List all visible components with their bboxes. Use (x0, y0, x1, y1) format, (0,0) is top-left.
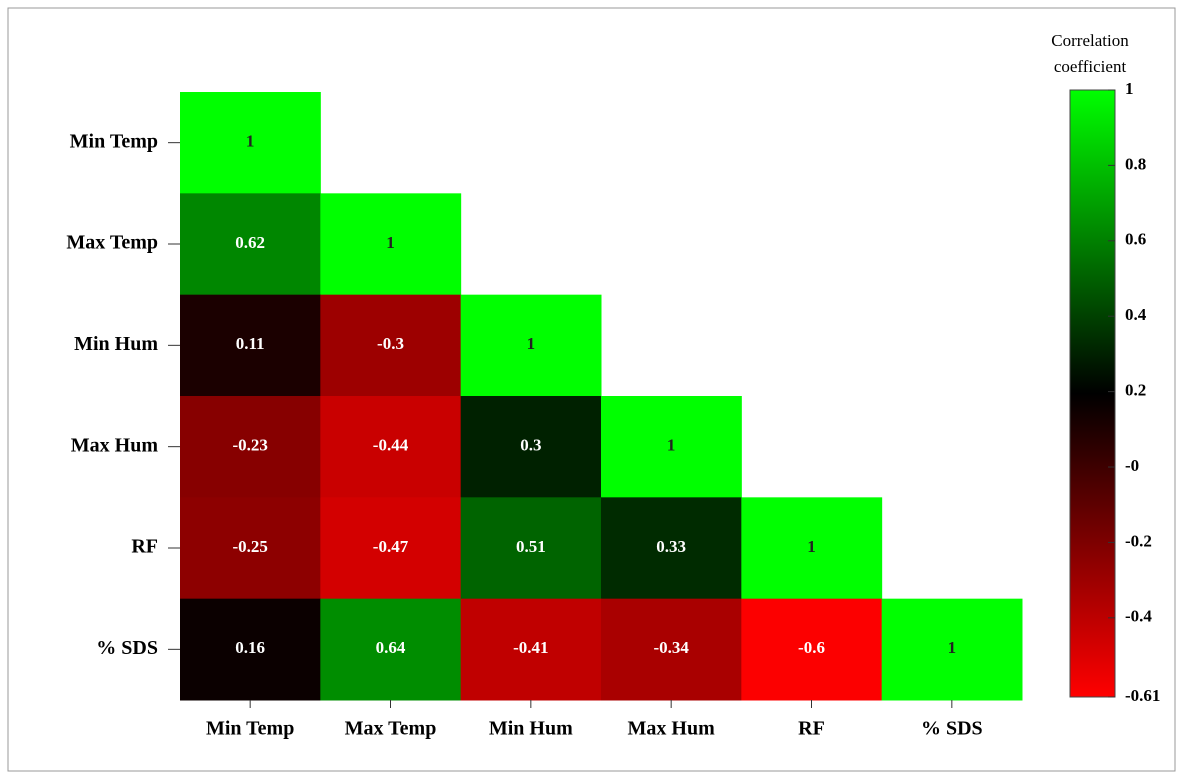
cell-label: 0.16 (235, 638, 265, 657)
cell-label: -0.47 (373, 537, 409, 556)
heatmap-cell (180, 497, 321, 600)
cell-label: -0.41 (513, 638, 548, 657)
cell-label: 0.51 (516, 537, 546, 556)
cell-label: 0.33 (656, 537, 686, 556)
column-label: % SDS (921, 718, 983, 740)
cell-label: 1 (386, 233, 395, 252)
heatmap-cell (320, 598, 462, 701)
cell-label: 1 (527, 334, 536, 353)
heatmap-cell (180, 193, 321, 296)
colorbar-tick-label: 0.6 (1125, 230, 1146, 249)
colorbar-tick-label: -0.2 (1125, 531, 1152, 550)
heatmap-cell (601, 497, 742, 600)
heatmap-cell (460, 294, 602, 397)
row-label: Min Hum (74, 333, 158, 355)
cell-label: -0.44 (373, 436, 409, 455)
heatmap-cell (180, 92, 321, 194)
heatmap-cell (460, 598, 602, 701)
heatmap-cell (601, 396, 742, 498)
cell-label: -0.3 (377, 334, 404, 353)
heatmap-cell (741, 598, 883, 701)
heatmap-cell (741, 497, 883, 600)
colorbar-tick-label: 0.8 (1125, 154, 1146, 173)
row-label: Min Temp (70, 130, 158, 152)
cell-label: 1 (948, 638, 957, 657)
heatmap-cell (320, 497, 462, 600)
heatmap-cell (320, 396, 462, 498)
colorbar-title: coefficient (1054, 57, 1127, 76)
heatmap-cell (180, 396, 321, 498)
cell-label: -0.6 (798, 638, 825, 657)
colorbar (1069, 89, 1116, 698)
column-label: Max Hum (628, 718, 716, 740)
heatmap-cell (460, 396, 602, 498)
row-label: Max Hum (71, 434, 159, 456)
heatmap-cell (320, 294, 462, 397)
heatmap-cell (180, 598, 321, 701)
colorbar-title: Correlation (1051, 31, 1129, 50)
cell-label: -0.34 (653, 638, 689, 657)
cell-label: 1 (246, 132, 255, 151)
cell-label: -0.25 (232, 537, 267, 556)
row-label: Max Temp (66, 232, 158, 254)
column-label: Min Temp (206, 718, 294, 740)
column-label: RF (798, 718, 825, 740)
colorbar-tick-label: -0.4 (1125, 607, 1152, 626)
column-label: Min Hum (489, 718, 573, 740)
column-label: Max Temp (345, 718, 437, 740)
row-label: RF (131, 536, 158, 558)
cell-label: 1 (807, 537, 816, 556)
colorbar-tick-label: 0.4 (1125, 305, 1147, 324)
heatmap-cell (320, 193, 462, 296)
cell-label: 0.62 (235, 233, 265, 252)
row-label: % SDS (96, 637, 158, 659)
colorbar-tick-label: 1 (1125, 79, 1134, 98)
heatmap-cell (180, 294, 321, 397)
cell-label: 0.64 (376, 638, 406, 657)
cell-label: -0.23 (232, 436, 267, 455)
frame (7, 7, 1176, 772)
heatmap-cell (881, 598, 1023, 701)
colorbar-tick-label: -0 (1125, 456, 1139, 475)
cell-label: 0.11 (236, 334, 265, 353)
colorbar-tick-label: -0.61 (1125, 686, 1160, 705)
colorbar-tick-label: 0.2 (1125, 381, 1146, 400)
cell-label: 0.3 (520, 436, 541, 455)
heatmap-cell (460, 497, 602, 600)
heatmap-cell (601, 598, 742, 701)
cell-label: 1 (667, 436, 676, 455)
